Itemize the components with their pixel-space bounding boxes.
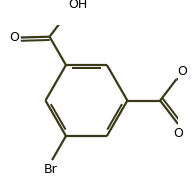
- Text: Br: Br: [44, 163, 57, 176]
- Text: O: O: [178, 65, 188, 78]
- Text: O: O: [9, 31, 19, 44]
- Text: OH: OH: [68, 0, 88, 12]
- Text: O: O: [173, 127, 183, 140]
